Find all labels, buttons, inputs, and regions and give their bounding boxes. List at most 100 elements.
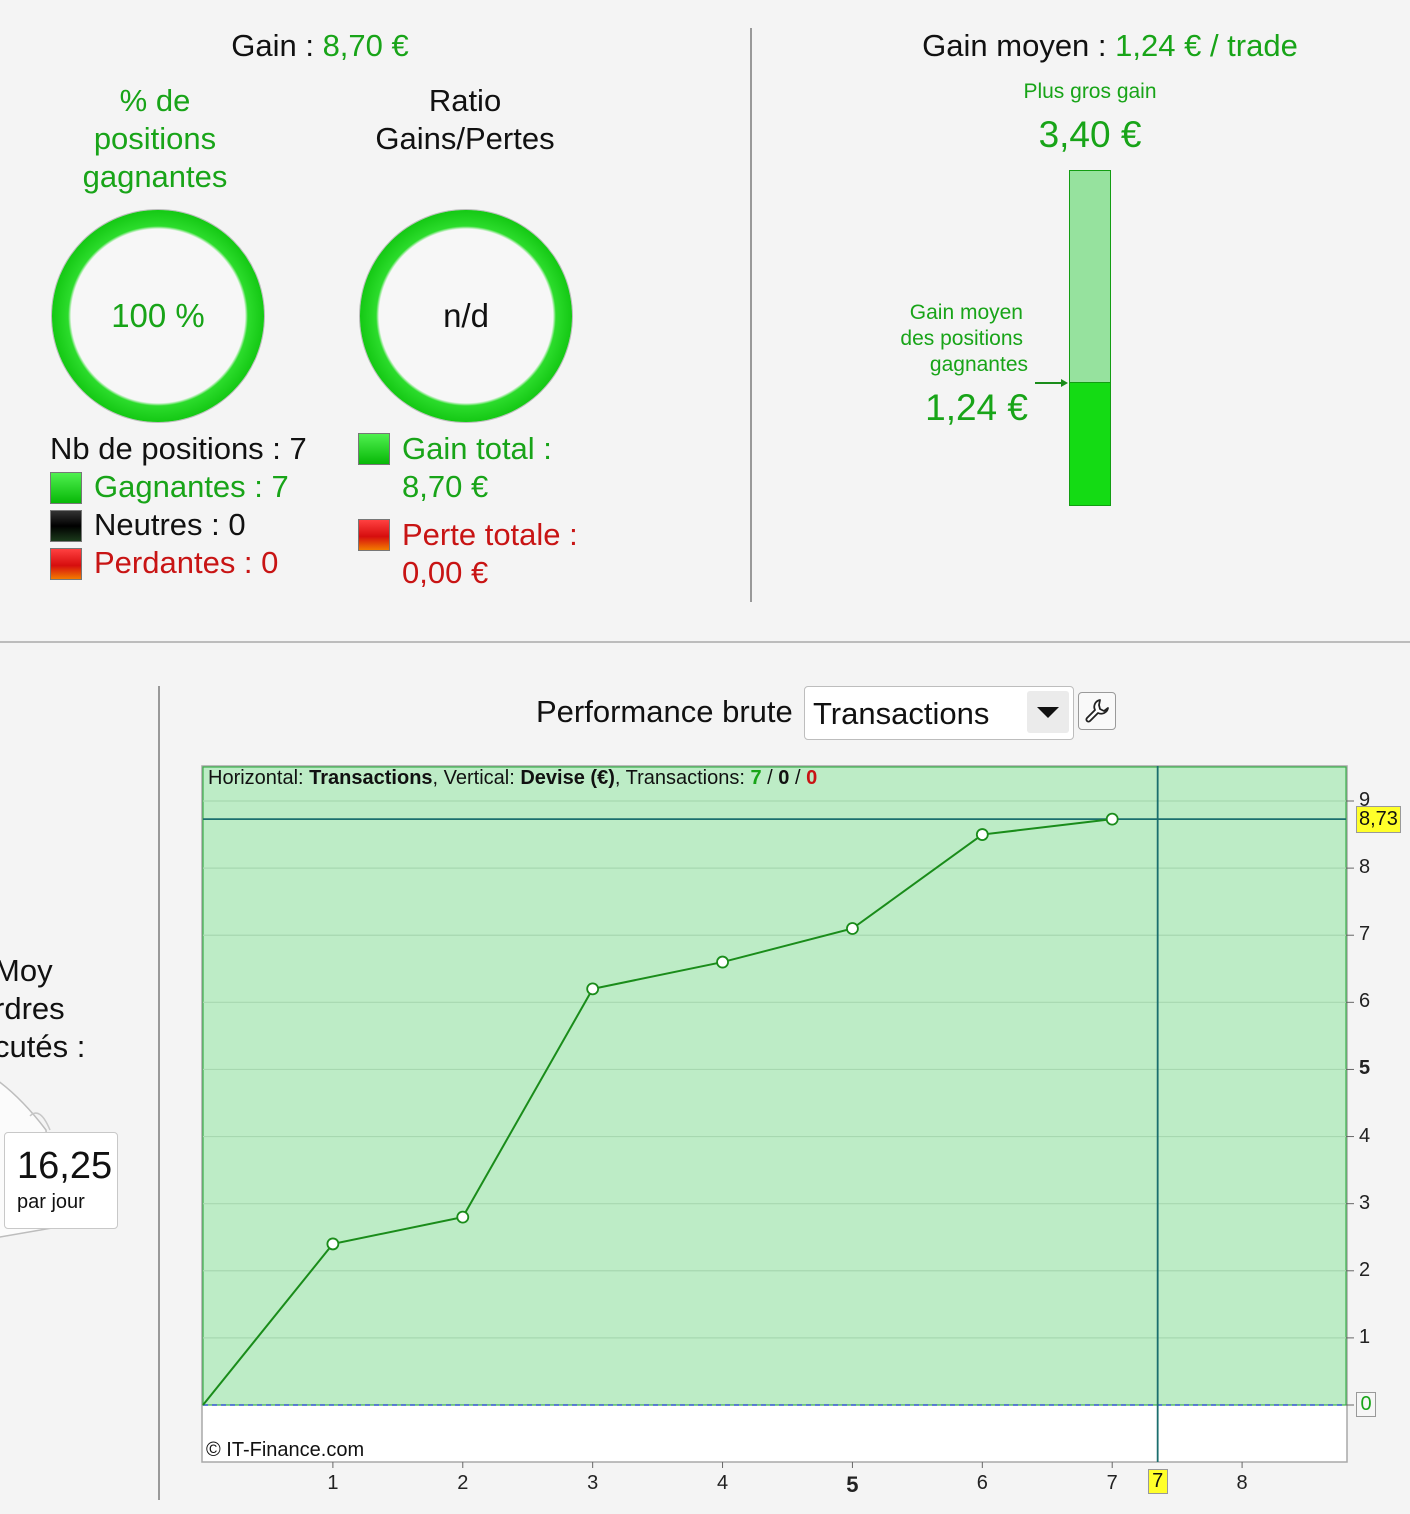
win-pct-ring: 100 % [52,210,264,422]
gain-value: 8,70 € [322,28,409,63]
x-tick-label: 2 [457,1472,469,1494]
select-button[interactable] [1027,691,1069,733]
orders-label-line: Moy [0,953,53,988]
x-tick-label: 1 [327,1472,339,1494]
chart-series [202,812,1119,1406]
data-point [975,828,989,841]
ratio-value: n/d [443,297,489,334]
loss-total-label: Perte totale : [402,517,578,552]
data-point [586,982,600,996]
chart-crosshair [203,766,1346,1462]
ratio-title: Ratio Gains/Pertes [350,82,580,158]
top-divider [750,28,752,602]
gain-total-label: Gain total : [402,431,552,466]
y-tick-label: 8 [1359,856,1371,879]
y-tick-label: 1 [1359,1325,1371,1348]
y-tick-label: 5 [1359,1057,1371,1080]
avg-gain-value: 1,24 € / trade [1115,28,1298,63]
ratio-ring: n/d [360,210,572,422]
data-point [456,1210,470,1224]
loss-total-swatch [358,519,390,551]
data-point [326,1237,340,1251]
positions-winning: Gagnantes : 7 [94,469,289,504]
chart-watermark: © IT-Finance.com [206,1439,365,1461]
chart-plot-area [202,766,1347,1406]
positions-total: Nb de positions : 7 [50,431,307,466]
losing-swatch [50,548,82,580]
performance-title: Performance brute [536,694,793,729]
chart-info-sep: , Transactions: [614,767,751,789]
y-tick-label: 6 [1359,990,1371,1013]
y-tick-label: 2 [1359,1258,1371,1281]
neutral-swatch [50,510,82,542]
section-divider [0,641,1410,643]
avg-win-label-line: des positions [900,327,1023,350]
chart-info-h-label: Horizontal: [208,767,310,789]
avg-win-label-line: gagnantes [929,353,1028,376]
data-point [716,955,729,969]
performance-select-value: Transactions [813,696,990,731]
chart-info-count-win: 7 [750,767,762,789]
orders-label-line: cutés : [0,1029,86,1064]
avg-win-value: 1,24 € [925,387,1028,428]
y-tick-label: 3 [1359,1191,1371,1214]
positions-losing: Perdantes : 0 [94,545,279,580]
data-point [846,922,859,935]
chart-info-slash: / [761,767,779,789]
crosshair-x-label: 7 [1147,1469,1168,1494]
crosshair-y-label: 8,73 [1356,806,1401,834]
zero-label: 0 [1356,1392,1376,1417]
chevron-down-icon [1037,707,1059,718]
y-tick-label: 4 [1359,1124,1371,1147]
avg-win-label: Gain moyen des positions gagnantes [880,300,1028,378]
chart-info-slash: / [789,767,807,789]
avg-win-label-line: Gain moyen [909,301,1023,324]
y-tick-label: 9 [1359,789,1371,811]
gain-bar-fill [1070,382,1110,505]
series-line [202,818,1113,1406]
gain-total-value: 8,70 € [402,469,489,504]
avg-gain-heading: Gain moyen : 1,24 € / trade [860,28,1360,64]
avg-win-arrowhead [1061,379,1068,387]
gain-label: Gain : [231,28,323,63]
bottom-divider [158,686,160,1500]
ratio-title-line: Gains/Pertes [375,121,555,156]
chart-info-v-value: Devise (€) [520,767,615,789]
gain-heading: Gain : 8,70 € [140,28,500,64]
x-tick-label: 6 [976,1472,988,1494]
x-tick-label: 7 [1106,1472,1118,1494]
win-pct-title-line: positions [93,121,217,156]
chart-grid [203,800,1354,1468]
orders-label-line: rdres [0,991,65,1026]
x-tick-label: 8 [1236,1472,1248,1494]
wrench-icon [1085,699,1109,723]
win-pct-value: 100 % [111,297,205,334]
x-tick-label: 4 [716,1472,729,1494]
win-pct-title-line: gagnantes [82,159,228,194]
max-gain-label: Plus gros gain [1023,80,1157,103]
chart-info-sep: , Vertical: [432,767,521,789]
chart-info-count-neutral: 0 [778,767,790,789]
x-tick-label: 3 [587,1472,599,1494]
x-tick-label: 5 [846,1472,859,1497]
loss-total-value: 0,00 € [402,555,489,590]
orders-note-unit: par jour [17,1191,85,1213]
chart-info-count-loss: 0 [806,767,818,789]
gain-total-swatch [358,433,390,465]
orders-note: 16,25 par jour [4,1132,118,1229]
chart-info: Horizontal: Transactions, Vertical: Devi… [208,767,817,790]
positions-neutral: Neutres : 0 [94,507,246,542]
y-tick-label: 7 [1359,923,1371,946]
orders-label: Moy rdres cutés : [0,952,85,1066]
settings-button[interactable] [1078,692,1116,730]
orders-note-value: 16,25 [17,1145,113,1187]
win-pct-title-line: % de [119,83,191,118]
gain-bar-track [1069,170,1111,506]
avg-win-arrow [1035,382,1065,384]
chart-info-h-value: Transactions [309,767,433,789]
winning-swatch [50,472,82,504]
max-gain-value: 3,40 € [1038,114,1142,155]
performance-select[interactable]: Transactions [804,686,1074,740]
avg-gain-label: Gain moyen : [922,28,1116,63]
